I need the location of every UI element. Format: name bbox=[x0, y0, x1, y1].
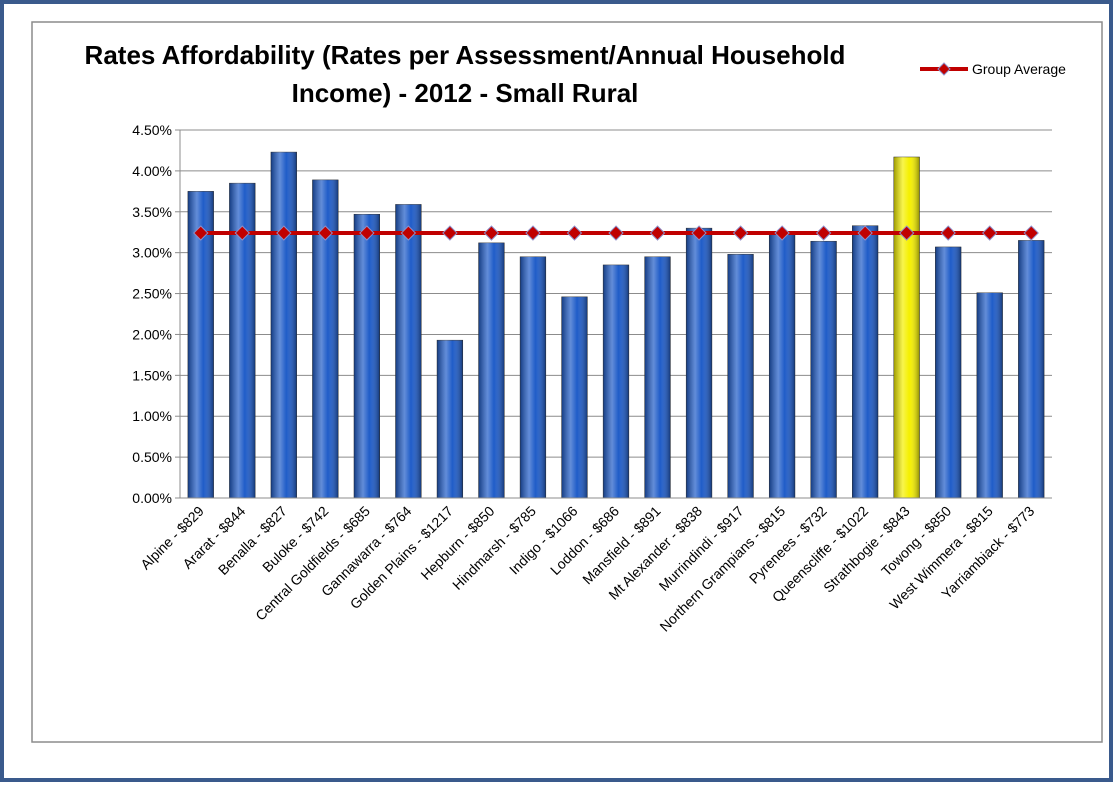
bar-shade bbox=[270, 152, 297, 498]
average-marker bbox=[566, 225, 583, 241]
bar-shade bbox=[769, 232, 795, 498]
average-marker bbox=[774, 225, 790, 241]
average-marker bbox=[483, 225, 500, 241]
bar-shade bbox=[187, 191, 214, 499]
bar-shade bbox=[1018, 240, 1045, 498]
y-tick-label: 0.00% bbox=[132, 490, 172, 506]
average-marker bbox=[691, 225, 707, 241]
y-tick-label: 0.50% bbox=[132, 449, 172, 465]
average-marker bbox=[234, 225, 250, 241]
bar-shade bbox=[353, 214, 380, 498]
chart-title: Rates Affordability (Rates per Assessmen… bbox=[85, 40, 846, 70]
bar-shade bbox=[810, 241, 837, 498]
average-marker bbox=[815, 225, 832, 241]
average-marker bbox=[940, 225, 956, 241]
bar-shade bbox=[727, 254, 754, 498]
bar-shade bbox=[686, 228, 712, 498]
legend-marker bbox=[937, 62, 951, 76]
average-marker bbox=[857, 225, 873, 241]
bar-shade bbox=[395, 204, 422, 498]
bar-shade bbox=[561, 296, 588, 498]
average-marker bbox=[442, 225, 458, 241]
average-marker bbox=[317, 225, 334, 241]
bar-shade bbox=[976, 292, 1003, 498]
bar-shade bbox=[644, 256, 671, 498]
chart-title: Income) - 2012 - Small Rural bbox=[292, 78, 639, 108]
bar-shade bbox=[935, 246, 962, 498]
average-marker bbox=[732, 225, 749, 241]
average-marker bbox=[525, 225, 541, 241]
average-marker bbox=[1023, 225, 1039, 241]
average-marker bbox=[982, 225, 998, 241]
y-tick-label: 3.50% bbox=[132, 204, 172, 220]
average-marker bbox=[608, 225, 624, 241]
y-tick-label: 4.50% bbox=[132, 122, 172, 138]
bar-shade bbox=[478, 242, 505, 498]
average-marker bbox=[898, 225, 915, 241]
average-marker bbox=[193, 225, 209, 241]
average-marker bbox=[276, 225, 292, 241]
y-tick-label: 1.50% bbox=[132, 367, 172, 383]
bar-shade bbox=[893, 156, 920, 498]
y-tick-label: 1.00% bbox=[132, 408, 172, 424]
legend-label: Group Average bbox=[972, 61, 1066, 77]
average-marker bbox=[359, 225, 375, 241]
bar-shade bbox=[603, 264, 629, 498]
average-marker bbox=[649, 225, 666, 241]
y-tick-label: 4.00% bbox=[132, 163, 172, 179]
bar-shade bbox=[852, 225, 879, 498]
average-marker bbox=[400, 225, 417, 241]
y-tick-label: 2.00% bbox=[132, 326, 172, 342]
y-tick-label: 3.00% bbox=[132, 245, 172, 261]
bar-shade bbox=[520, 256, 546, 498]
y-tick-label: 2.50% bbox=[132, 286, 172, 302]
bar-shade bbox=[437, 340, 463, 498]
